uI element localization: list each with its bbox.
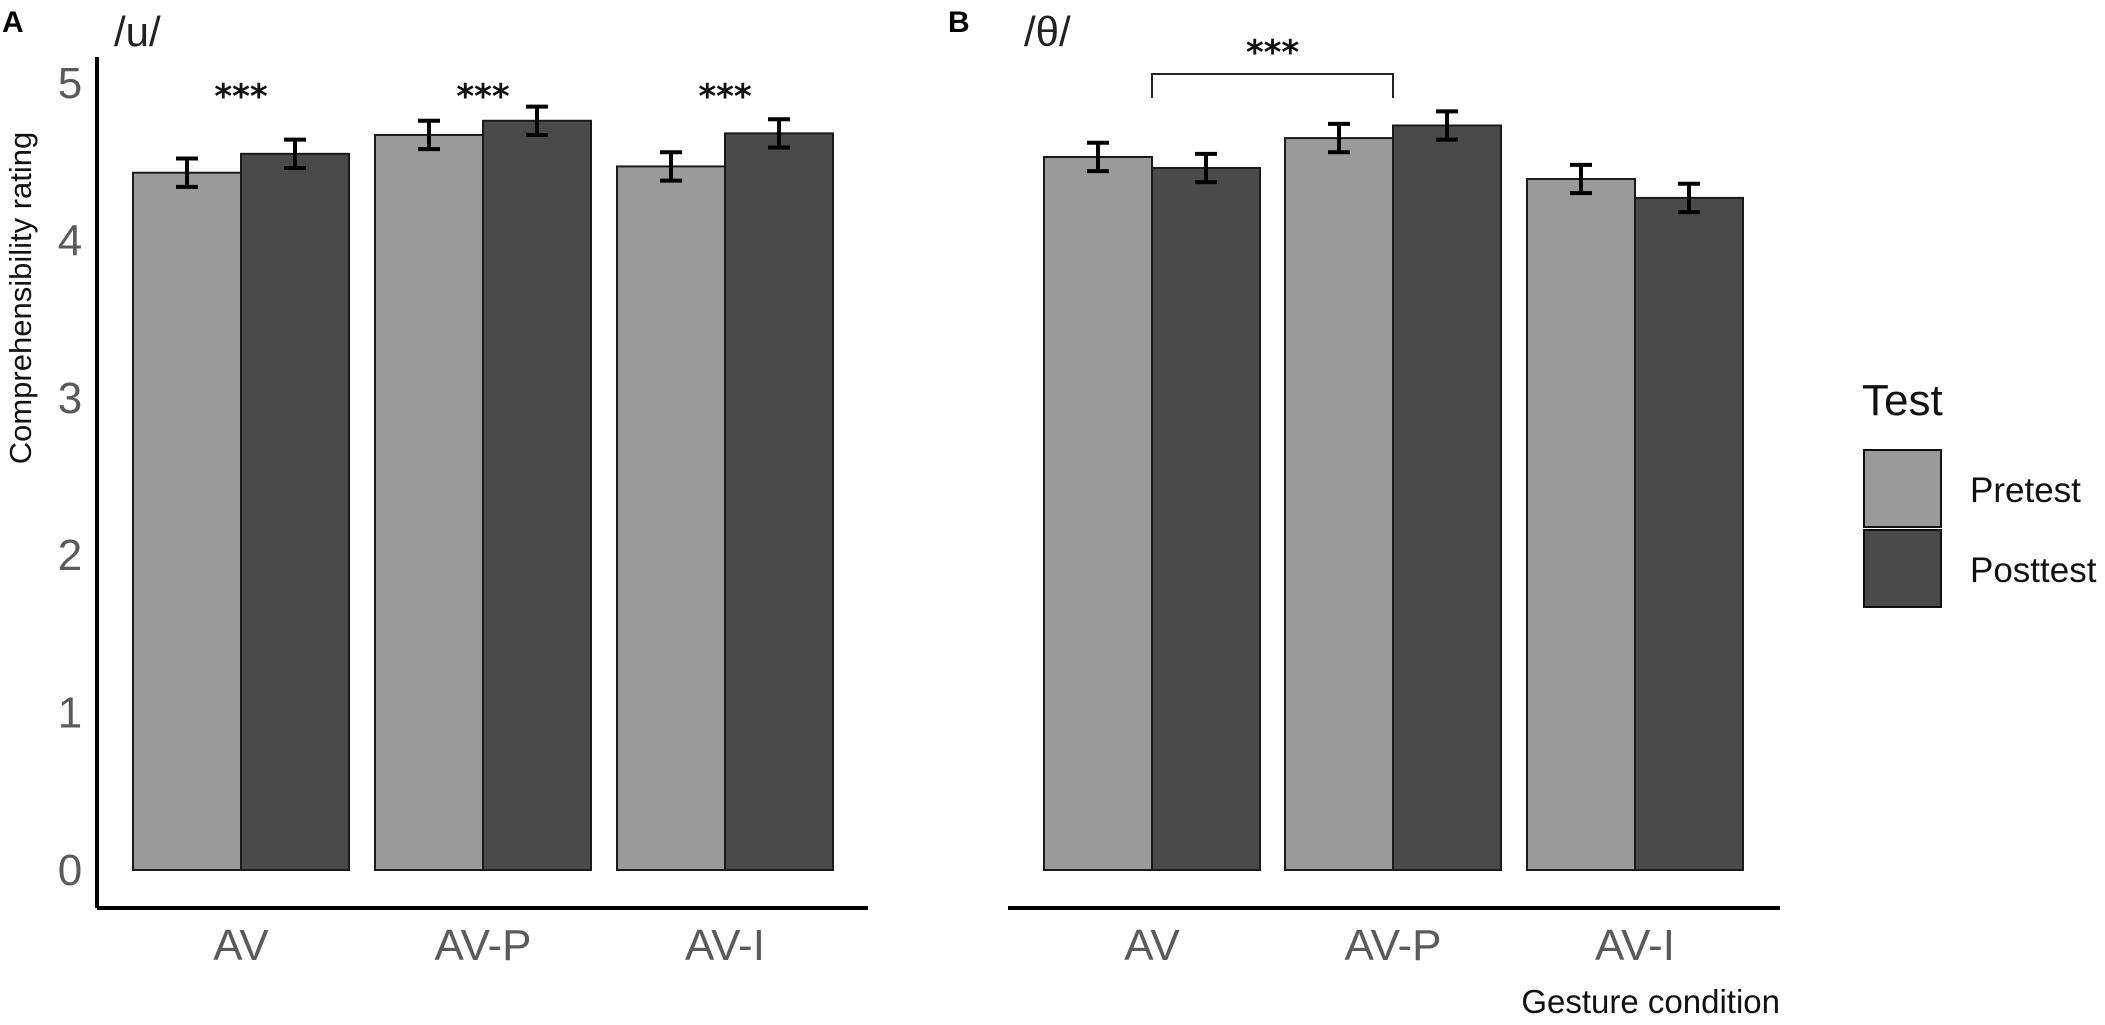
legend: Test Pretest Posttest (1862, 376, 2097, 608)
error-bar-a-av-p-pretest (418, 118, 440, 152)
x-tick-label-b-av: AV (1124, 921, 1180, 970)
y-tick-label-a-2: 2 (58, 531, 82, 580)
bar-a-av-pretest (132, 171, 242, 871)
x-axis-label: Gesture condition (1521, 983, 1780, 1020)
bar-a-av-posttest (240, 152, 350, 871)
legend-swatch-posttest (1863, 529, 1942, 608)
x-tick-label-b-av-i: AV-I (1595, 921, 1675, 970)
panel-a: A /u/ 0 1 2 3 4 5 AV AV-P AV-I *** *** *** (2, 6, 868, 970)
y-axis-label: Comprehensibility rating (3, 132, 38, 465)
bar-b-av-p-pretest (1284, 137, 1394, 871)
x-tick-label-b-av-p: AV-P (1344, 921, 1441, 970)
y-tick-label-a-3: 3 (58, 374, 82, 423)
bar-b-av-p-posttest (1392, 124, 1502, 872)
bar-a-av-p-pretest (374, 133, 484, 871)
bar-a-av-i-pretest (616, 165, 726, 871)
bar-b-av-pretest (1043, 155, 1153, 871)
error-bar-b-av-p-pretest (1328, 121, 1350, 155)
panel-title-b: /θ/ (1024, 8, 1071, 55)
panel-letter-b: B (948, 6, 970, 39)
error-bar-b-av-p-posttest (1436, 109, 1458, 142)
y-tick-label-a-0: 0 (58, 846, 82, 895)
panel-b: B /θ/ AV AV-P AV-I *** (948, 6, 1780, 970)
bar-b-av-posttest (1151, 166, 1261, 872)
panel-letter-a: A (2, 6, 24, 39)
legend-label-posttest: Posttest (1970, 551, 2097, 590)
y-tick-label-a-5: 5 (58, 59, 82, 108)
y-tick-label-a-4: 4 (58, 216, 82, 265)
significance-bracket-b (1151, 73, 1394, 98)
significance-label-a-2: *** (698, 77, 752, 117)
significance-label-b-0: *** (1246, 33, 1300, 73)
legend-label-pretest: Pretest (1970, 471, 2081, 510)
error-bar-a-av-i-posttest (768, 117, 790, 150)
error-bar-a-av-p-posttest (526, 104, 548, 137)
error-bar-b-av-posttest (1195, 151, 1217, 185)
bar-b-av-i-posttest (1634, 196, 1744, 872)
bar-a-av-p-posttest (482, 119, 592, 871)
error-bar-b-av-i-posttest (1678, 181, 1700, 215)
x-tick-label-a-av-i: AV-I (685, 921, 765, 970)
error-bar-b-av-i-pretest (1570, 162, 1592, 196)
significance-label-a-0: *** (214, 77, 268, 117)
bar-a-av-i-posttest (724, 132, 834, 872)
panel-title-a: /u/ (114, 8, 161, 55)
significance-label-a-1: *** (456, 77, 510, 117)
bar-b-av-i-pretest (1526, 178, 1636, 872)
error-bar-a-av-i-pretest (660, 150, 682, 183)
error-bar-b-av-pretest (1087, 140, 1109, 174)
x-tick-label-a-av-p: AV-P (434, 921, 531, 970)
error-bar-a-av-pretest (176, 156, 198, 189)
x-tick-label-a-av: AV (213, 921, 269, 970)
error-bar-a-av-posttest (284, 137, 306, 170)
legend-title: Test (1862, 376, 1943, 425)
legend-swatch-pretest (1863, 449, 1942, 528)
y-tick-label-a-1: 1 (58, 689, 82, 738)
